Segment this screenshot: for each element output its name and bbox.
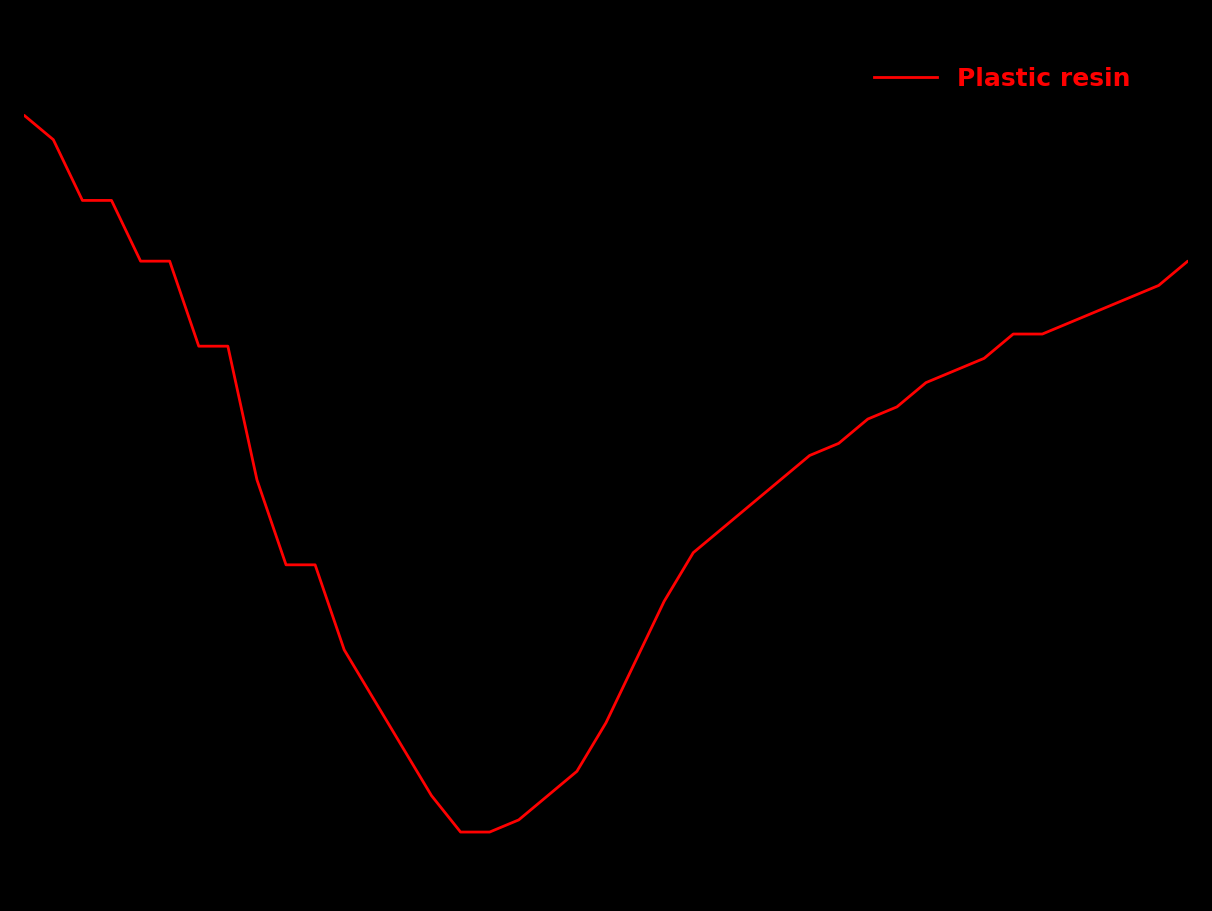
Legend: Plastic resin: Plastic resin — [864, 57, 1140, 101]
